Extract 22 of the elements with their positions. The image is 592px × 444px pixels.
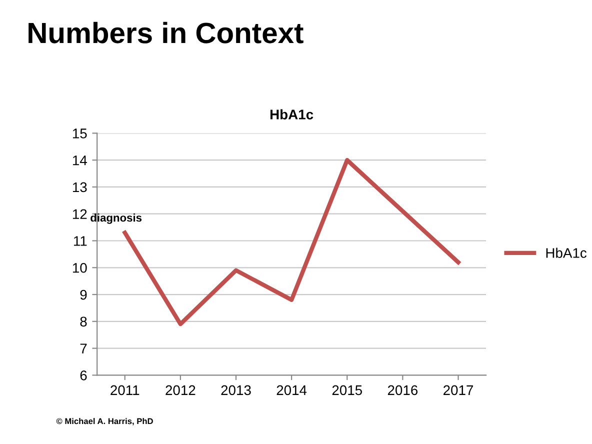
y-tick-label: 9 (80, 290, 87, 300)
x-tick-label: 2016 (388, 385, 418, 396)
text: © Michael A. Harris, PhD (56, 418, 153, 426)
y-tick-label: 8 (80, 316, 87, 327)
y-tick-label: 10 (72, 262, 87, 273)
x-tick-label: 2012 (166, 385, 196, 396)
y-tick-label: 13 (72, 182, 87, 192)
y-tick-label: 7 (80, 344, 87, 354)
x-tick-label: 2014 (276, 385, 307, 396)
chart-title: Numbers in Context (28, 22, 304, 44)
legend-label: HbA1c (546, 248, 587, 258)
annotation: diagnosis (90, 214, 142, 224)
x-tick-label: 2011 (110, 385, 140, 396)
y-tick-label: 11 (74, 236, 87, 246)
y-tick-label: 14 (72, 156, 87, 166)
y-tick-label: 15 (72, 128, 87, 138)
chart-subtitle: HbA1c (270, 109, 314, 120)
x-tick-label: 2013 (221, 385, 251, 396)
x-tick-label: 2017 (444, 385, 474, 396)
y-tick-label: 6 (80, 370, 87, 380)
x-tick-label: 2015 (332, 385, 362, 396)
y-tick-label: 12 (72, 209, 87, 219)
